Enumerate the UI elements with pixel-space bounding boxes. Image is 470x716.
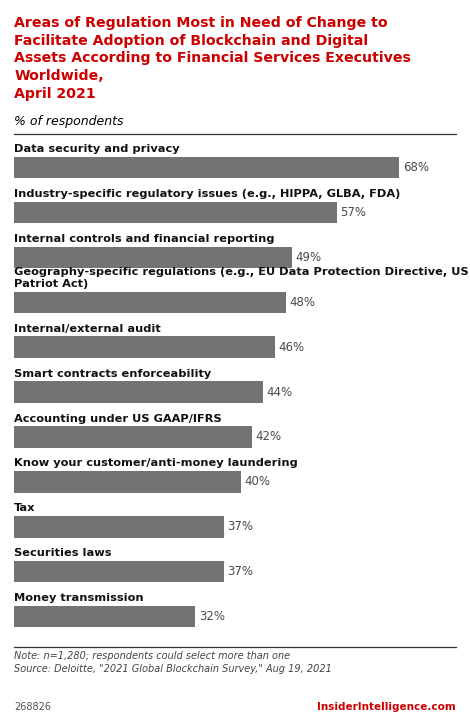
Text: Internal controls and financial reporting: Internal controls and financial reportin… xyxy=(14,234,274,244)
Bar xyxy=(14,382,263,403)
Text: 40%: 40% xyxy=(244,475,270,488)
Bar xyxy=(14,516,224,538)
Text: Accounting under US GAAP/IFRS: Accounting under US GAAP/IFRS xyxy=(14,414,222,423)
Text: 49%: 49% xyxy=(295,251,321,264)
Bar xyxy=(14,471,241,493)
Text: Smart contracts enforceability: Smart contracts enforceability xyxy=(14,369,212,379)
Text: Securities laws: Securities laws xyxy=(14,548,111,558)
Text: 42%: 42% xyxy=(255,430,282,443)
Text: 48%: 48% xyxy=(290,296,315,309)
Bar xyxy=(14,157,399,178)
Text: Geography-specific regulations (e.g., EU Data Protection Directive, US
Patriot A: Geography-specific regulations (e.g., EU… xyxy=(14,267,469,289)
Text: InsiderIntelligence.com: InsiderIntelligence.com xyxy=(317,702,456,712)
Text: 46%: 46% xyxy=(278,341,304,354)
Bar xyxy=(14,246,292,268)
Text: Note: n=1,280; respondents could select more than one
Source: Deloitte, "2021 Gl: Note: n=1,280; respondents could select … xyxy=(14,651,332,674)
Text: Money transmission: Money transmission xyxy=(14,593,144,603)
Text: 37%: 37% xyxy=(227,521,253,533)
Text: Areas of Regulation Most in Need of Change to
Facilitate Adoption of Blockchain : Areas of Regulation Most in Need of Chan… xyxy=(14,16,411,101)
Text: Know your customer/anti-money laundering: Know your customer/anti-money laundering xyxy=(14,458,298,468)
Text: 57%: 57% xyxy=(340,206,366,219)
Text: 68%: 68% xyxy=(403,161,429,174)
Text: Internal/external audit: Internal/external audit xyxy=(14,324,161,334)
Bar xyxy=(14,202,337,223)
Bar xyxy=(14,291,286,313)
Text: Industry-specific regulatory issues (e.g., HIPPA, GLBA, FDA): Industry-specific regulatory issues (e.g… xyxy=(14,189,400,199)
Text: Tax: Tax xyxy=(14,503,36,513)
Bar xyxy=(14,426,252,448)
Text: 268826: 268826 xyxy=(14,702,51,712)
Bar xyxy=(14,561,224,582)
Bar xyxy=(14,337,274,358)
Text: % of respondents: % of respondents xyxy=(14,115,124,128)
Text: 37%: 37% xyxy=(227,565,253,578)
Text: 32%: 32% xyxy=(199,610,225,623)
Bar xyxy=(14,606,196,627)
Text: Data security and privacy: Data security and privacy xyxy=(14,144,180,154)
Text: 44%: 44% xyxy=(266,386,293,399)
